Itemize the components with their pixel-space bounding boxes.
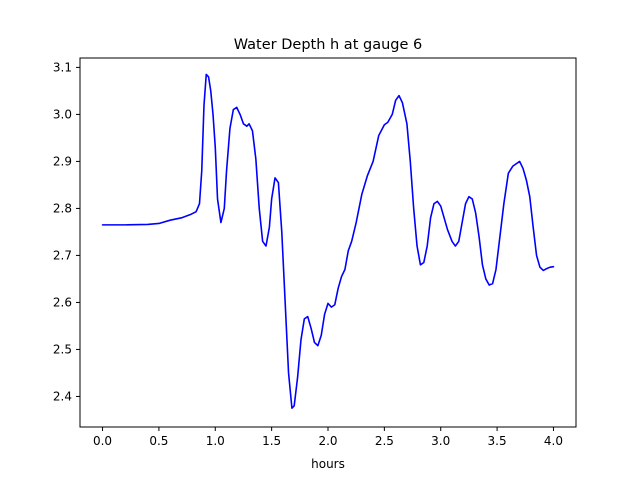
- y-axis: 2.4 2.5 2.6 2.7 2.8 2.9 3.0 3.1: [53, 60, 80, 403]
- x-tick-label: 0.0: [93, 434, 112, 448]
- x-tick-label: 2.5: [375, 434, 394, 448]
- x-tick-label: 1.5: [262, 434, 281, 448]
- y-tick-label: 2.9: [53, 154, 72, 168]
- y-tick-label: 2.7: [53, 248, 72, 262]
- y-tick-label: 2.6: [53, 295, 72, 309]
- y-tick-label: 2.5: [53, 342, 72, 356]
- series-layer: [101, 73, 555, 410]
- x-axis: 0.0 0.5 1.0 1.5 2.0 2.5 3.0 3.5 4.0: [93, 427, 563, 448]
- x-tick-label: 3.5: [488, 434, 507, 448]
- y-tick-label: 3.0: [53, 107, 72, 121]
- x-tick-label: 3.0: [431, 434, 450, 448]
- x-tick-label: 4.0: [544, 434, 563, 448]
- y-tick-label: 2.4: [53, 389, 72, 403]
- x-tick-label: 2.0: [318, 434, 337, 448]
- x-tick-label: 1.0: [206, 434, 225, 448]
- chart-title: Water Depth h at gauge 6: [234, 37, 422, 53]
- series-line-0: [101, 73, 555, 410]
- y-tick-label: 2.8: [53, 201, 72, 215]
- y-tick-label: 3.1: [53, 60, 72, 74]
- x-axis-label: hours: [311, 457, 345, 471]
- x-tick-label: 0.5: [149, 434, 168, 448]
